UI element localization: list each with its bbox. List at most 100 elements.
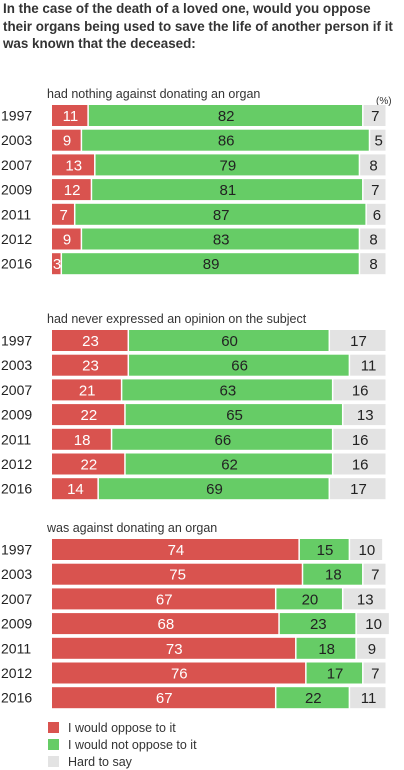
bar-segment-hard (356, 637, 386, 659)
panel-subtitle: had never expressed an opinion on the su… (47, 312, 307, 326)
bar-segment-oppose (52, 105, 88, 126)
bar-segment-oppose (52, 404, 125, 426)
data-label: 65 (226, 407, 243, 424)
legend-item-oppose: I would oppose to it (48, 719, 197, 736)
data-label: 73 (166, 641, 183, 658)
bar-segment-oppose (52, 154, 95, 176)
year-label: 1997 (1, 542, 32, 558)
bar-segment-oppose (52, 179, 91, 201)
bar-segment-hard (350, 539, 383, 560)
legend-item-hard: Hard to say (48, 753, 197, 770)
data-label: 67 (156, 591, 173, 608)
bar-segment-hard (330, 330, 386, 351)
data-label: 22 (81, 407, 98, 424)
legend-label: I would not oppose to it (68, 737, 197, 752)
data-label: 81 (220, 182, 237, 199)
data-label: 13 (65, 157, 82, 174)
bar-segment-hard (333, 428, 386, 450)
bar-segment-not_oppose (276, 588, 342, 610)
bar-segment-not_oppose (75, 203, 366, 225)
year-label: 2003 (1, 357, 32, 373)
bar-segment-hard (360, 154, 386, 176)
panel-subtitle: was against donating an organ (46, 521, 217, 535)
bar-segment-hard (360, 253, 386, 275)
data-label: 79 (220, 157, 237, 174)
bar-segment-hard (343, 404, 386, 426)
data-label: 16 (352, 432, 369, 449)
data-label: 23 (310, 616, 327, 633)
bar-segment-not_oppose (125, 453, 332, 475)
data-label: 13 (357, 591, 374, 608)
data-label: 75 (169, 567, 186, 584)
bar-segment-not_oppose (299, 539, 349, 560)
bar-segment-hard (333, 379, 386, 401)
bar-segment-not_oppose (98, 478, 329, 500)
data-label: 66 (215, 432, 232, 449)
data-label: 17 (327, 666, 344, 683)
bar-segment-not_oppose (303, 563, 363, 585)
bar-segment-not_oppose (82, 129, 369, 151)
bar-segment-not_oppose (95, 154, 359, 176)
year-label: 2012 (1, 231, 32, 247)
bar-segment-not_oppose (92, 179, 363, 201)
legend-swatch (48, 739, 59, 750)
data-label: 14 (67, 481, 84, 498)
year-label: 2007 (1, 382, 32, 398)
bar-segment-hard (350, 687, 386, 709)
bar-segment-oppose (52, 662, 306, 684)
data-label: 12 (64, 182, 81, 199)
data-label: 18 (325, 567, 342, 584)
bar-segment-not_oppose (82, 228, 359, 250)
data-label: 7 (371, 666, 379, 683)
data-label: 9 (63, 133, 71, 150)
bar-segment-not_oppose (129, 354, 349, 376)
bar-segment-oppose (52, 637, 296, 659)
data-label: 86 (218, 133, 235, 150)
bar-segment-hard (363, 662, 386, 684)
bar-segment-not_oppose (296, 637, 356, 659)
unit-label: (%) (376, 96, 392, 107)
bar-segment-not_oppose (125, 404, 342, 426)
data-label: 74 (168, 542, 185, 559)
data-label: 16 (352, 457, 369, 474)
data-label: 6 (373, 207, 381, 224)
bar-segment-hard (370, 129, 386, 151)
bar-segment-not_oppose (122, 379, 332, 401)
bar-segment-hard (363, 179, 386, 201)
bar-segment-hard (330, 478, 386, 500)
legend-swatch (48, 756, 59, 767)
bar-segment-oppose (52, 379, 121, 401)
data-label: 16 (352, 382, 369, 399)
data-label: 17 (350, 481, 367, 498)
data-label: 10 (359, 542, 376, 559)
year-label: 2009 (1, 616, 32, 632)
data-label: 11 (361, 358, 377, 375)
legend: I would oppose to it I would not oppose t… (48, 719, 197, 770)
data-label: 76 (171, 666, 188, 683)
data-label: 89 (203, 256, 220, 273)
panel-subtitle: had nothing against donating an organ (47, 87, 260, 101)
data-label: 83 (213, 232, 230, 249)
year-label: 2016 (1, 690, 32, 706)
year-label: 2009 (1, 182, 32, 198)
bar-segment-oppose (52, 453, 125, 475)
data-label: 22 (81, 457, 98, 474)
data-label: 87 (213, 207, 230, 224)
year-label: 1997 (1, 333, 32, 349)
data-label: 9 (368, 641, 376, 658)
bar-segment-oppose (52, 539, 299, 560)
bar-segment-oppose (52, 613, 279, 635)
data-label: 3 (53, 256, 61, 273)
data-label: 15 (317, 542, 334, 559)
data-label: 13 (357, 407, 374, 424)
data-label: 66 (231, 358, 248, 375)
year-label: 2007 (1, 157, 32, 173)
data-label: 8 (369, 232, 377, 249)
data-label: 63 (220, 382, 237, 399)
year-label: 2003 (1, 132, 32, 148)
year-label: 2011 (1, 431, 31, 447)
year-label: 1997 (1, 108, 32, 124)
data-label: 23 (82, 358, 99, 375)
data-label: 22 (305, 690, 322, 707)
bar-segment-hard (363, 105, 386, 126)
